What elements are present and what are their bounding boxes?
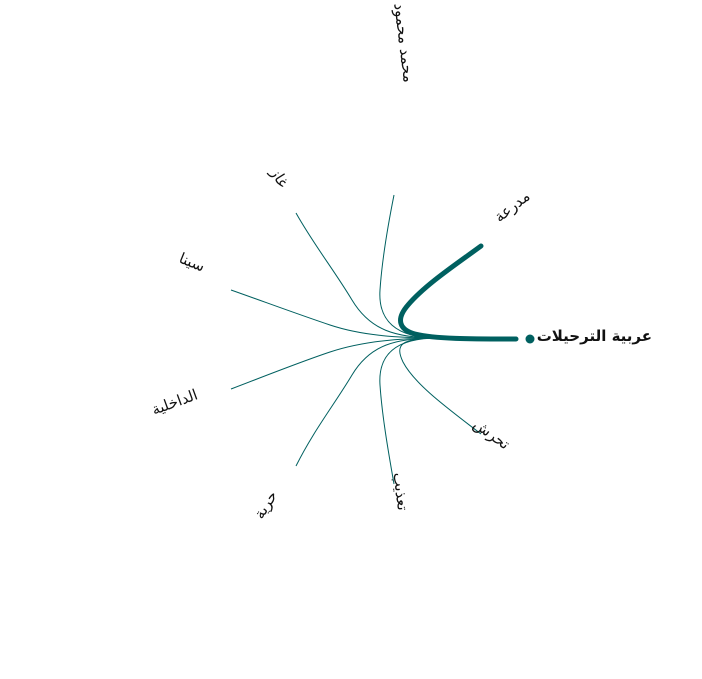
edge-to-freedom bbox=[295, 337, 439, 467]
label-freedom[interactable]: حرية bbox=[250, 487, 281, 522]
edge-to-gas bbox=[295, 212, 439, 339]
edge-to-armored-vehicle bbox=[398, 243, 519, 342]
label-harassment[interactable]: تحرش bbox=[470, 415, 513, 453]
edge-to-harassment bbox=[399, 337, 482, 435]
label-torture[interactable]: تعذيب bbox=[389, 471, 412, 511]
edge-to-interior bbox=[230, 337, 439, 390]
edge-to-muhammad-mahmoud bbox=[379, 194, 439, 339]
label-muhammad-mahmoud[interactable]: محمد محمود bbox=[390, 2, 418, 83]
focus-node-dot bbox=[525, 334, 535, 344]
edge-to-sina bbox=[230, 289, 439, 339]
label-interior[interactable]: الداخلية bbox=[149, 386, 200, 419]
edges-group bbox=[230, 194, 519, 485]
label-gas[interactable]: غاز bbox=[266, 164, 292, 191]
label-armored-vehicle[interactable]: مدرعة bbox=[491, 187, 534, 226]
labels-group: عربية الترحيلات مدرعة محمد محمود غاز سين… bbox=[149, 2, 652, 522]
label-sina[interactable]: سينا bbox=[177, 249, 208, 276]
edge-to-torture bbox=[379, 337, 439, 485]
label-focus-node[interactable]: عربية الترحيلات bbox=[537, 327, 652, 345]
